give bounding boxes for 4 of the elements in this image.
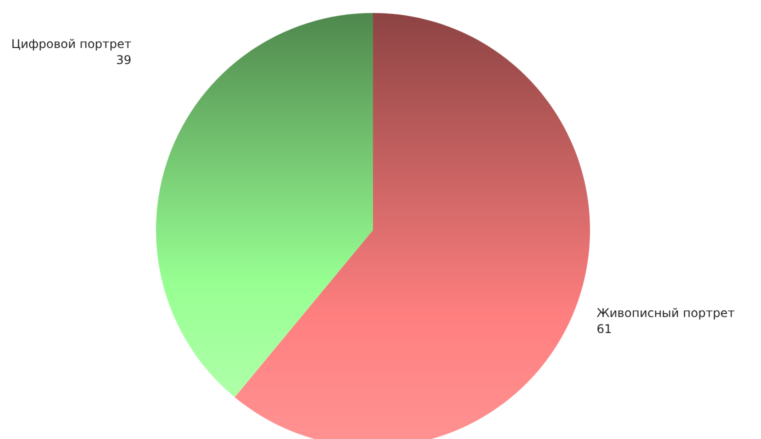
- slice-label: Цифровой портрет: [11, 37, 132, 52]
- slice-label: Живописный портрет: [596, 306, 735, 320]
- data-label: 61: [596, 322, 612, 336]
- data-label: 39: [116, 53, 132, 68]
